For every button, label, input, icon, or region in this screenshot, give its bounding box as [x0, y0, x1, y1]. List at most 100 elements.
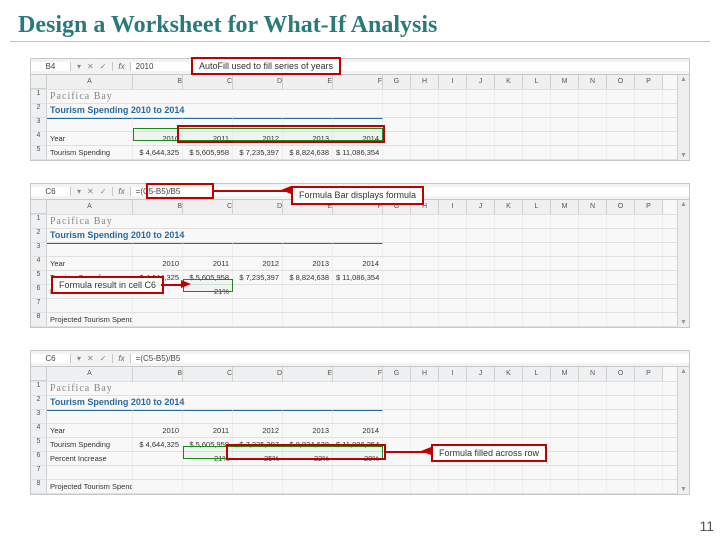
company-name[interactable]: Pacifica Bay: [47, 382, 383, 395]
enter-icon[interactable]: ✓: [100, 187, 107, 196]
col-header[interactable]: N: [579, 75, 607, 89]
col-header[interactable]: C: [183, 367, 233, 381]
cell[interactable]: $ 11,086,354: [333, 146, 383, 159]
fx-icon[interactable]: fx: [113, 354, 130, 363]
col-header[interactable]: N: [579, 200, 607, 214]
projected-label[interactable]: Projected Tourism Spending: [47, 313, 133, 326]
cell[interactable]: 22%: [283, 452, 333, 465]
cell[interactable]: 2010: [133, 424, 183, 437]
row-header[interactable]: 5: [31, 438, 47, 451]
row-header[interactable]: 3: [31, 118, 47, 131]
cell[interactable]: 2014: [333, 424, 383, 437]
enter-icon[interactable]: ✓: [100, 62, 107, 71]
cell[interactable]: $ 5,605,958: [183, 438, 233, 451]
col-header[interactable]: M: [551, 75, 579, 89]
cell[interactable]: 2013: [283, 257, 333, 270]
projected-label[interactable]: Projected Tourism Spending: [47, 480, 133, 493]
fx-icon[interactable]: fx: [113, 62, 130, 71]
row-header[interactable]: 2: [31, 229, 47, 242]
cell[interactable]: $ 11,086,354: [333, 438, 383, 451]
row-header[interactable]: 7: [31, 299, 47, 312]
col-header[interactable]: B: [133, 200, 183, 214]
cell[interactable]: 2012: [233, 257, 283, 270]
name-box[interactable]: C6: [31, 354, 71, 363]
col-header[interactable]: F: [333, 75, 383, 89]
percent-increase-label[interactable]: Percent Increase: [47, 452, 133, 465]
cell[interactable]: 2014: [333, 257, 383, 270]
select-all-corner[interactable]: [31, 367, 47, 381]
year-label[interactable]: Year: [47, 424, 133, 437]
cell[interactable]: $ 4,644,325: [133, 146, 183, 159]
col-header[interactable]: H: [411, 75, 439, 89]
col-header[interactable]: M: [551, 367, 579, 381]
row-header[interactable]: 1: [31, 215, 47, 228]
vertical-scrollbar[interactable]: [677, 200, 689, 327]
row-header[interactable]: 2: [31, 396, 47, 409]
col-header[interactable]: E: [283, 75, 333, 89]
row-header[interactable]: 5: [31, 146, 47, 159]
cell[interactable]: [133, 452, 183, 465]
col-header[interactable]: O: [607, 200, 635, 214]
row-header[interactable]: 3: [31, 410, 47, 423]
row-header[interactable]: 7: [31, 466, 47, 479]
subtitle[interactable]: Tourism Spending 2010 to 2014: [47, 396, 383, 409]
cell[interactable]: [233, 285, 283, 298]
col-header[interactable]: G: [383, 75, 411, 89]
row-header[interactable]: 6: [31, 285, 47, 298]
row-header[interactable]: 4: [31, 132, 47, 145]
cell[interactable]: $ 8,824,638: [283, 146, 333, 159]
cell[interactable]: $ 7,235,397: [233, 271, 283, 284]
cancel-icon[interactable]: ✕: [87, 354, 94, 363]
select-all-corner[interactable]: [31, 75, 47, 89]
row-header[interactable]: 3: [31, 243, 47, 256]
cell[interactable]: [283, 285, 333, 298]
cell[interactable]: $ 5,605,958: [183, 146, 233, 159]
spreadsheet-grid[interactable]: A B C D E F G H I J K L M N O P 1 Pacifi…: [31, 367, 677, 494]
tourism-spending-label[interactable]: Tourism Spending: [47, 438, 133, 451]
col-header[interactable]: A: [47, 200, 133, 214]
cell[interactable]: 20%: [333, 452, 383, 465]
cell[interactable]: [47, 466, 133, 479]
cell[interactable]: 2013: [283, 424, 333, 437]
col-header[interactable]: J: [467, 200, 495, 214]
row-header[interactable]: 6: [31, 452, 47, 465]
col-header[interactable]: A: [47, 75, 133, 89]
dropdown-icon[interactable]: ▾: [77, 354, 81, 363]
year-label[interactable]: Year: [47, 257, 133, 270]
row-header[interactable]: 4: [31, 257, 47, 270]
col-header[interactable]: D: [233, 367, 283, 381]
name-box[interactable]: B4: [31, 62, 71, 71]
name-box[interactable]: C6: [31, 187, 71, 196]
cell[interactable]: 25%: [233, 452, 283, 465]
company-name[interactable]: Pacifica Bay: [47, 90, 383, 103]
dropdown-icon[interactable]: ▾: [77, 187, 81, 196]
row-header[interactable]: 1: [31, 382, 47, 395]
cell[interactable]: [333, 285, 383, 298]
spreadsheet-grid[interactable]: A B C D E F G H I J K L M N O P 1 Pacifi…: [31, 75, 677, 160]
col-header[interactable]: I: [439, 367, 467, 381]
col-header[interactable]: D: [233, 75, 283, 89]
cell[interactable]: $ 7,235,397: [233, 146, 283, 159]
cell[interactable]: 2011: [183, 257, 233, 270]
col-header[interactable]: A: [47, 367, 133, 381]
col-header[interactable]: H: [411, 367, 439, 381]
col-header[interactable]: O: [607, 367, 635, 381]
cancel-icon[interactable]: ✕: [87, 187, 94, 196]
col-header[interactable]: P: [635, 75, 663, 89]
row-header[interactable]: 8: [31, 480, 47, 493]
cell[interactable]: 2010: [133, 257, 183, 270]
col-header[interactable]: K: [495, 200, 523, 214]
col-header[interactable]: N: [579, 367, 607, 381]
spreadsheet-grid[interactable]: A B C D E F G H I J K L M N O P 1 Pacifi…: [31, 200, 677, 327]
cell[interactable]: 2013: [283, 132, 333, 145]
col-header[interactable]: G: [383, 367, 411, 381]
company-name[interactable]: Pacifica Bay: [47, 215, 383, 228]
cell[interactable]: $ 7,235,397: [233, 438, 283, 451]
col-header[interactable]: O: [607, 75, 635, 89]
row-header[interactable]: 1: [31, 90, 47, 103]
col-header[interactable]: P: [635, 367, 663, 381]
cell[interactable]: $ 11,086,354: [333, 271, 383, 284]
cell[interactable]: $ 4,644,325: [133, 438, 183, 451]
row-header[interactable]: 2: [31, 104, 47, 117]
row-header[interactable]: 8: [31, 313, 47, 326]
